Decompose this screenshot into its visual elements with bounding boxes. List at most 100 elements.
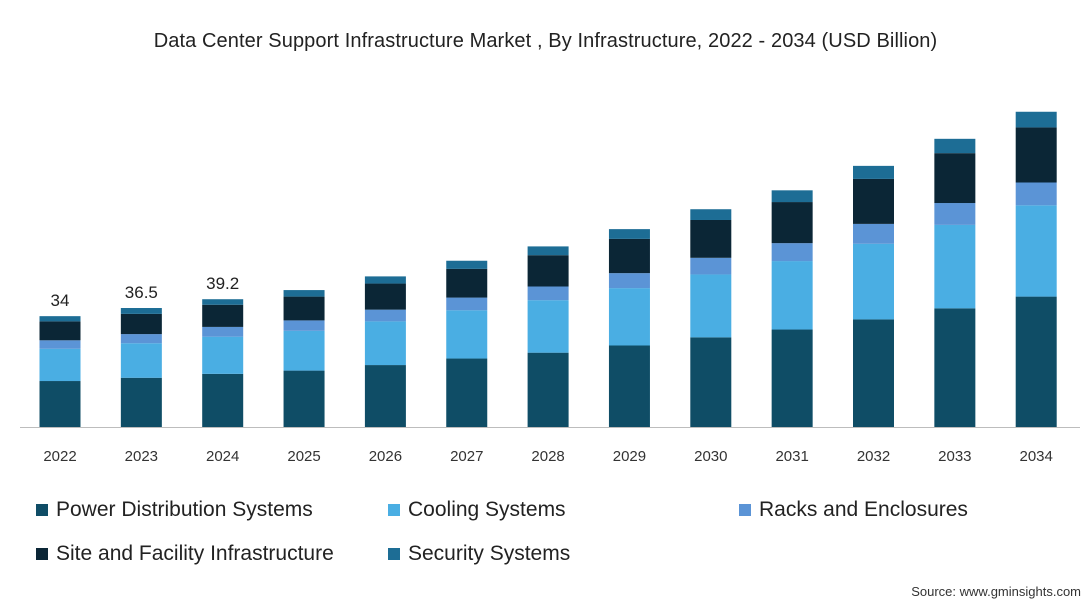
bar-segment-2024-series-2 — [202, 336, 244, 374]
legend-swatch-3 — [739, 504, 751, 516]
bar-segment-2031-series-2 — [771, 261, 813, 330]
x-tick-label-2028: 2028 — [531, 448, 564, 465]
bar-segment-2028-series-4 — [527, 255, 569, 287]
legend-label-3: Racks and Enclosures — [759, 498, 968, 521]
x-tick-label-2032: 2032 — [857, 448, 890, 465]
legend-swatch-4 — [36, 548, 48, 560]
x-tick-label-2025: 2025 — [287, 448, 320, 465]
bar-segment-2029-series-3 — [608, 273, 650, 289]
legend-swatch-5 — [388, 548, 400, 560]
bar-segment-2030-series-4 — [690, 219, 732, 258]
bar-segment-2032-series-2 — [853, 243, 894, 320]
bar-segment-2022-series-3 — [39, 340, 81, 349]
bar-segment-2029-series-5 — [608, 229, 650, 239]
bar-segment-2023-series-2 — [120, 343, 162, 378]
x-tick-label-2026: 2026 — [369, 448, 402, 465]
bar-segment-2034-series-2 — [1015, 205, 1057, 297]
bar-segment-2032-series-4 — [853, 178, 894, 224]
x-tick-label-2022: 2022 — [43, 448, 76, 465]
legend-item-5: Security Systems — [388, 542, 570, 566]
bar-segment-2031-series-5 — [771, 190, 813, 203]
bar-segment-2026-series-3 — [364, 309, 406, 322]
bar-segment-2027-series-2 — [446, 310, 488, 359]
x-tick-label-2033: 2033 — [938, 448, 971, 465]
bar-segment-2033-series-5 — [934, 138, 976, 154]
bar-segment-2033-series-2 — [934, 224, 976, 309]
bar-segment-2029-series-4 — [608, 238, 650, 274]
bar-segment-2027-series-1 — [446, 358, 488, 427]
bar-segment-2031-series-1 — [771, 329, 813, 427]
bar-segment-2026-series-5 — [364, 276, 406, 284]
bar-segment-2022-series-4 — [39, 321, 81, 341]
bar-segment-2023-series-5 — [120, 308, 162, 314]
legend-swatch-2 — [388, 504, 400, 516]
data-label-2024: 39.2 — [206, 274, 239, 293]
bar-segment-2028-series-5 — [527, 246, 569, 256]
legend-label-2: Cooling Systems — [408, 498, 566, 521]
bar-segment-2034-series-5 — [1015, 111, 1057, 128]
bar-segment-2023-series-3 — [120, 334, 162, 344]
legend-label-4: Site and Facility Infrastructure — [56, 542, 334, 565]
bar-segment-2025-series-3 — [283, 320, 325, 331]
data-label-2023: 36.5 — [125, 283, 158, 302]
bar-segment-2030-series-1 — [690, 337, 732, 427]
x-tick-label-2034: 2034 — [1020, 448, 1053, 465]
bar-segment-2034-series-4 — [1015, 127, 1057, 183]
bar-segment-2029-series-2 — [608, 288, 650, 346]
bar-segment-2024-series-1 — [202, 373, 244, 427]
legend-swatch-1 — [36, 504, 48, 516]
bar-segment-2025-series-2 — [283, 330, 325, 371]
bar-segment-2026-series-4 — [364, 283, 406, 310]
chart-legend: Power Distribution Systems Cooling System… — [36, 498, 1036, 588]
bar-segment-2033-series-4 — [934, 153, 976, 204]
bar-segment-2033-series-1 — [934, 308, 976, 427]
bar-segment-2022-series-2 — [39, 348, 81, 382]
bar-segment-2024-series-5 — [202, 299, 244, 305]
bar-segment-2022-series-1 — [39, 381, 81, 427]
bar-segment-2031-series-3 — [771, 243, 813, 262]
bar-segment-2030-series-5 — [690, 209, 732, 220]
bar-segment-2032-series-5 — [853, 165, 894, 179]
bar-segment-2027-series-4 — [446, 268, 488, 298]
legend-item-3: Racks and Enclosures — [739, 498, 968, 522]
bar-segment-2022-series-5 — [39, 316, 81, 322]
bar-segment-2025-series-1 — [283, 370, 325, 427]
bar-segment-2031-series-4 — [771, 202, 813, 244]
bar-segment-2025-series-5 — [283, 290, 325, 297]
bar-segment-2029-series-1 — [608, 345, 650, 427]
data-label-2022: 34 — [51, 291, 70, 310]
bar-segment-2032-series-3 — [853, 223, 894, 244]
bar-segment-2026-series-2 — [364, 321, 406, 366]
bar-segment-2030-series-2 — [690, 274, 732, 338]
x-tick-label-2027: 2027 — [450, 448, 483, 465]
bar-segment-2034-series-3 — [1015, 182, 1057, 206]
bar-segment-2027-series-5 — [446, 260, 488, 269]
bar-segment-2028-series-1 — [527, 352, 569, 427]
x-tick-label-2023: 2023 — [125, 448, 158, 465]
legend-item-1: Power Distribution Systems — [36, 498, 313, 522]
bar-segment-2026-series-1 — [364, 365, 406, 427]
chart-title: Data Center Support Infrastructure Marke… — [153, 30, 938, 52]
bar-segment-2027-series-3 — [446, 297, 488, 311]
bar-segment-2023-series-4 — [120, 313, 162, 335]
source-note: Source: www.gminsights.com — [911, 584, 1081, 599]
bar-segment-2028-series-2 — [527, 300, 569, 353]
bar-segment-2025-series-4 — [283, 296, 325, 321]
bar-segment-2024-series-3 — [202, 326, 244, 337]
bar-segment-2024-series-4 — [202, 304, 244, 327]
bar-segment-2028-series-3 — [527, 286, 569, 301]
legend-label-1: Power Distribution Systems — [56, 498, 313, 521]
legend-item-4: Site and Facility Infrastructure — [36, 542, 334, 566]
legend-label-5: Security Systems — [408, 542, 571, 565]
bar-segment-2032-series-1 — [853, 319, 894, 427]
bar-segment-2023-series-1 — [120, 377, 162, 427]
bar-segment-2030-series-3 — [690, 257, 732, 275]
legend-item-2: Cooling Systems — [388, 498, 566, 522]
x-tick-label-2030: 2030 — [694, 448, 727, 465]
x-tick-label-2031: 2031 — [775, 448, 808, 465]
x-tick-label-2029: 2029 — [613, 448, 646, 465]
x-tick-label-2024: 2024 — [206, 448, 239, 465]
bar-segment-2033-series-3 — [934, 203, 976, 225]
bar-segment-2034-series-1 — [1015, 296, 1057, 427]
